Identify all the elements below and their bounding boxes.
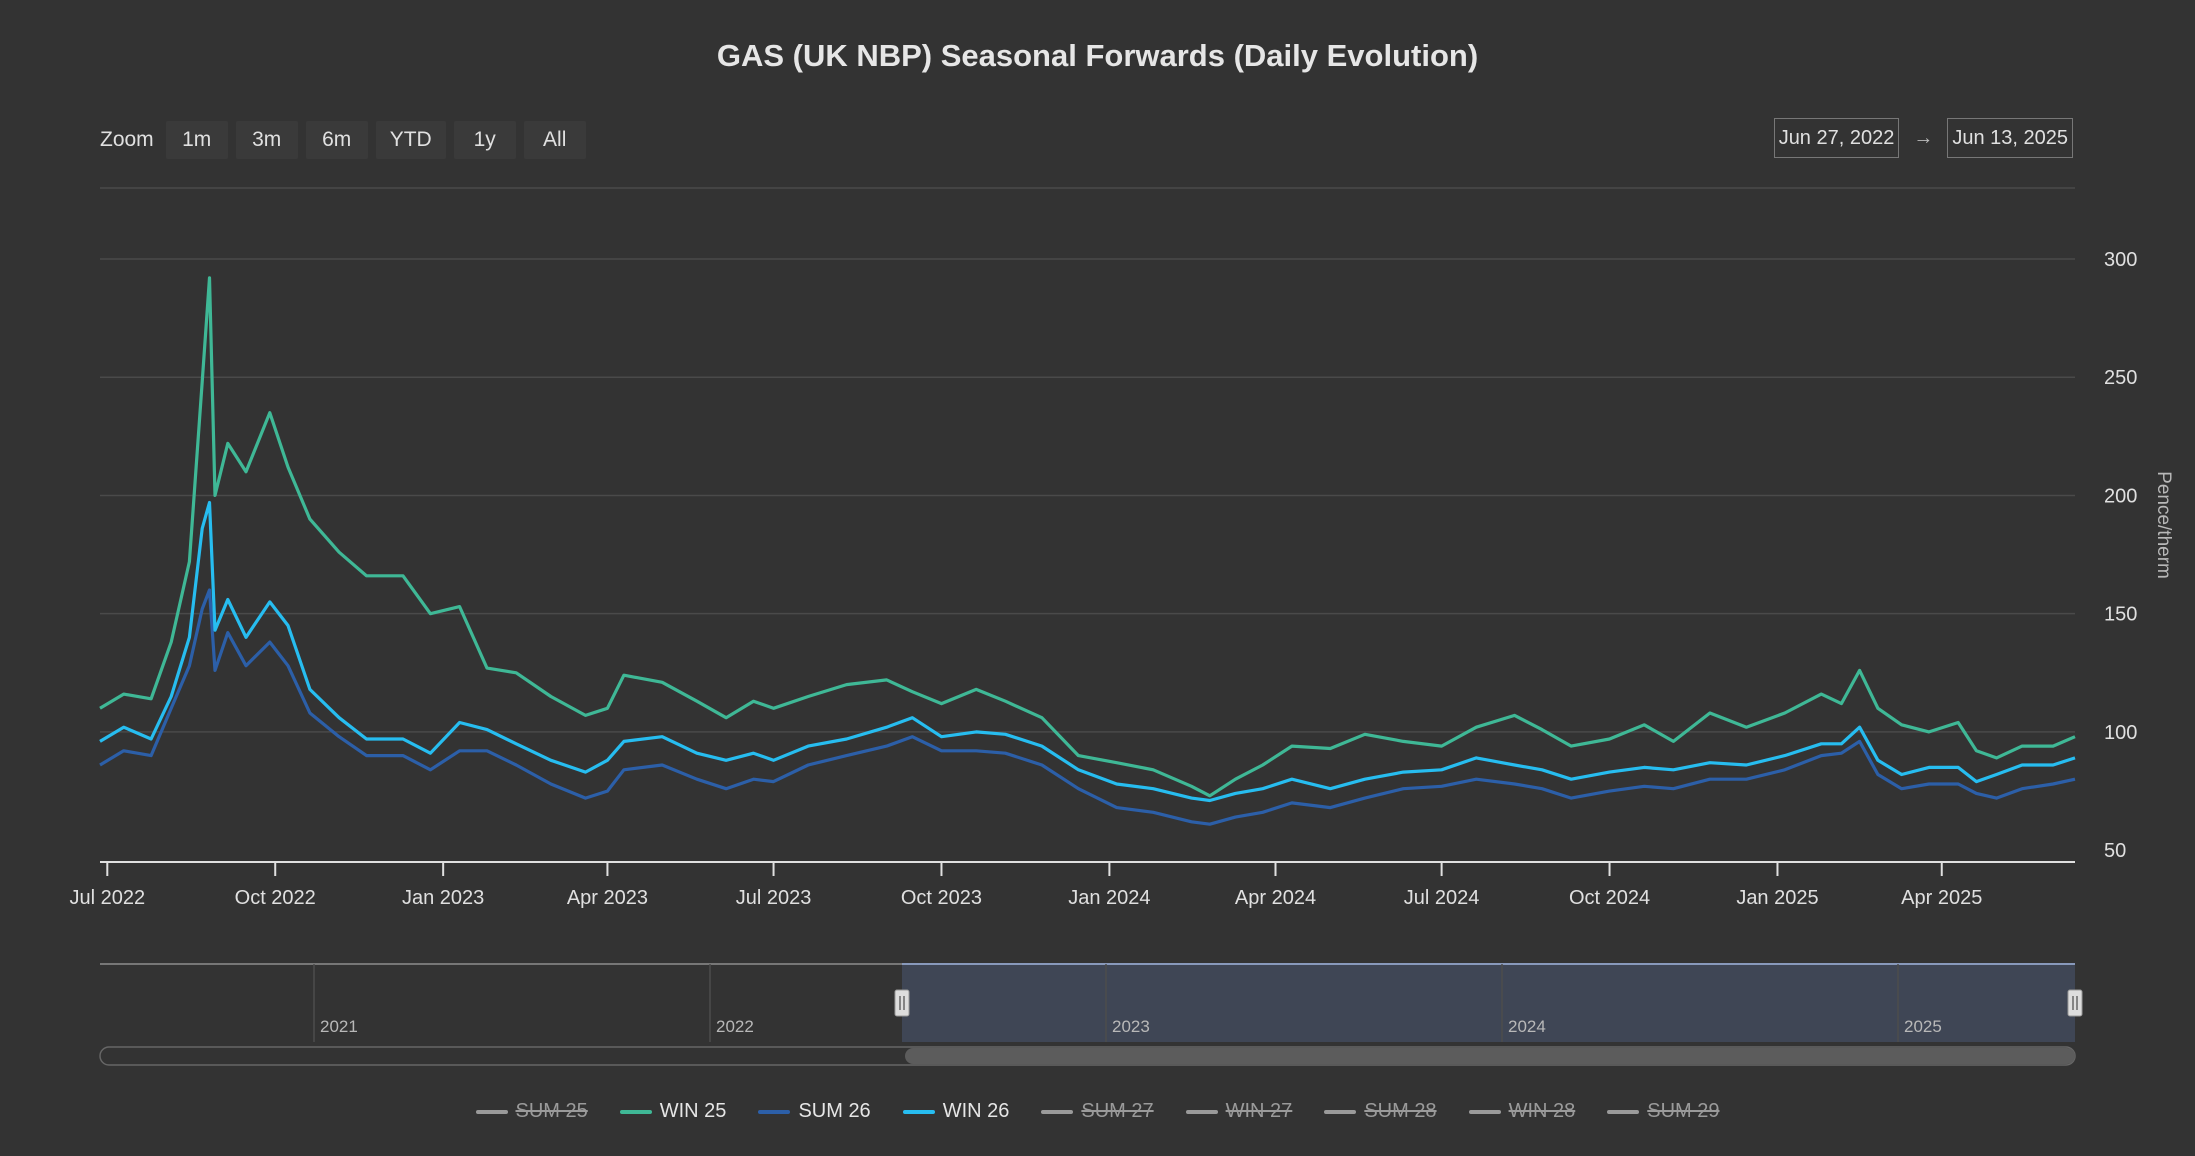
navigator-year-label: 2024 [1508,1017,1546,1036]
y-axis: 50 100 150 200 250 300 [2104,249,2137,862]
legend-swatch [1041,1109,1074,1114]
range-to-input[interactable]: Jun 13, 2025 [1947,118,2073,158]
navigator-year-label: 2023 [1112,1017,1150,1036]
legend-label: WIN 27 [1225,1100,1293,1122]
zoom-bar: Zoom 1m 3m 6m YTD 1y All [100,120,586,160]
x-tick-label: Jan 2024 [1068,887,1150,909]
chart-title: GAS (UK NBP) Seasonal Forwards (Daily Ev… [716,38,1479,73]
x-tick-label: Jan 2025 [1736,887,1818,909]
legend-swatch [1324,1109,1357,1114]
legend-label: SUM 25 [515,1100,588,1122]
navigator-year-label: 2021 [320,1017,358,1036]
legend-swatch [1607,1109,1640,1114]
navigator-year-label: 2022 [716,1017,754,1036]
series-line-win-25[interactable] [99,276,2076,798]
legend-label: SUM 29 [1647,1100,1720,1122]
navigator-right-handle[interactable] [2067,989,2083,1017]
x-tick-label: Oct 2022 [235,887,316,909]
legend-label: SUM 26 [798,1100,871,1122]
legend-swatch [619,1109,652,1114]
y-axis-label: Pence/therm [2153,471,2174,579]
range-from-input[interactable]: Jun 27, 2022 [1773,118,1900,158]
zoom-label: Zoom [100,128,154,151]
y-tick-label: 300 [2104,249,2137,271]
legend-item-sum-25[interactable]: SUM 25 [475,1100,588,1123]
legend-item-win-27[interactable]: WIN 27 [1185,1100,1293,1123]
legend: SUM 25 WIN 25 SUM 26 WIN 26 SUM 27 WIN 27 SUM … [0,1100,2195,1123]
legend-item-sum-26[interactable]: SUM 26 [758,1100,871,1123]
y-tick-label: 150 [2104,604,2137,626]
series-line-win-26[interactable] [99,500,2076,803]
legend-label: WIN 26 [942,1100,1010,1122]
series-line-sum-26[interactable] [99,588,2076,826]
x-tick-label: Jul 2024 [1404,887,1480,909]
navigator: 2021 2022 2023 2024 2025 [99,963,2083,1066]
x-tick-label: Jul 2023 [736,887,812,909]
x-tick-label: Oct 2024 [1569,887,1650,909]
legend-item-win-26[interactable]: WIN 26 [902,1100,1010,1123]
legend-swatch [1185,1109,1218,1114]
zoom-6m-button[interactable]: 6m [305,121,368,159]
navigator-left-handle[interactable] [894,989,910,1017]
y-tick-label: 50 [2104,840,2126,862]
legend-swatch [902,1109,935,1114]
legend-item-sum-28[interactable]: SUM 28 [1324,1100,1437,1123]
zoom-1m-button[interactable]: 1m [165,121,228,159]
x-tick-label: Oct 2023 [901,887,982,909]
zoom-1y-button[interactable]: 1y [453,121,516,159]
legend-swatch [475,1109,508,1114]
legend-item-sum-27[interactable]: SUM 27 [1041,1100,1154,1123]
legend-item-win-28[interactable]: WIN 28 [1468,1100,1576,1123]
grid-lines [100,187,2075,733]
legend-item-sum-29[interactable]: SUM 29 [1607,1100,1720,1123]
x-tick-label: Jan 2023 [402,887,484,909]
x-tick-label: Apr 2025 [1901,887,1982,909]
x-axis: Jul 2022 Oct 2022 Jan 2023 Apr 2023 Jul 2023… [69,861,2075,909]
scrollbar-thumb[interactable] [905,1048,2075,1064]
legend-label: WIN 25 [659,1100,727,1122]
legend-swatch [758,1109,791,1114]
navigator-year-label: 2025 [1904,1017,1942,1036]
zoom-3m-button[interactable]: 3m [235,121,298,159]
legend-label: SUM 28 [1364,1100,1437,1122]
legend-label: WIN 28 [1508,1100,1576,1122]
chart-canvas: Jul 2022 Oct 2022 Jan 2023 Apr 2023 Jul 2023… [69,187,2174,1066]
y-tick-label: 200 [2104,485,2137,507]
legend-label: SUM 27 [1081,1100,1154,1122]
x-tick-label: Apr 2023 [567,887,648,909]
legend-swatch [1468,1109,1501,1114]
navigator-selected-range [902,964,2075,1042]
x-tick-label: Apr 2024 [1235,887,1316,909]
y-tick-label: 250 [2104,367,2137,389]
zoom-all-button[interactable]: All [523,121,586,159]
date-range-selector: Jun 27, 2022 → Jun 13, 2025 [1773,118,2073,158]
y-tick-label: 100 [2104,722,2137,744]
series-lines [99,276,2076,826]
zoom-ytd-button[interactable]: YTD [375,121,446,159]
legend-item-win-25[interactable]: WIN 25 [619,1100,727,1123]
x-tick-label: Jul 2022 [69,887,145,909]
range-arrow-icon: → [1913,126,1934,149]
